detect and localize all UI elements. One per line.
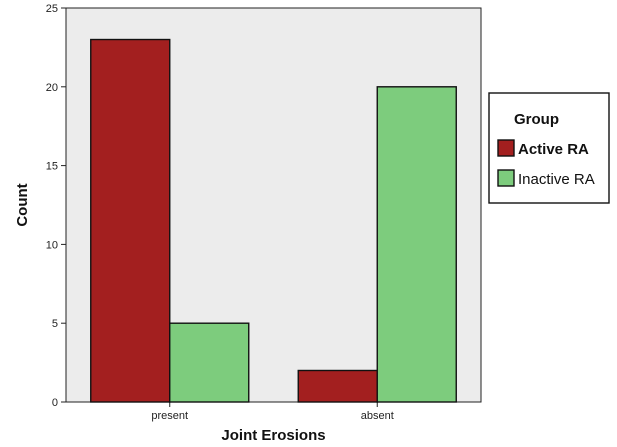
x-tick-label: absent xyxy=(361,410,394,422)
x-tick-label: present xyxy=(151,410,188,422)
y-tick-label: 20 xyxy=(46,82,58,94)
legend: Group Active RA Inactive RA xyxy=(488,92,610,204)
y-tick-label: 25 xyxy=(46,3,58,15)
legend-label-inactive-ra: Inactive RA xyxy=(518,171,595,188)
bar-inactive-ra-present xyxy=(169,322,250,403)
legend-swatch-active-ra xyxy=(497,139,515,157)
y-axis: 0 5 10 15 20 25 xyxy=(46,3,66,409)
y-tick-label: 15 xyxy=(46,161,58,173)
y-tick-label: 5 xyxy=(52,318,58,330)
x-axis-title: Joint Erosions xyxy=(221,427,325,444)
bars xyxy=(90,38,457,403)
bar-active-ra-present xyxy=(90,38,171,403)
bar-active-ra-absent xyxy=(297,369,378,403)
y-tick-label: 0 xyxy=(52,397,58,409)
bar-inactive-ra-absent xyxy=(376,86,457,403)
y-tick-label: 10 xyxy=(46,239,58,251)
x-axis: present absent xyxy=(151,402,394,422)
legend-title: Group xyxy=(514,111,559,128)
legend-label-active-ra: Active RA xyxy=(518,141,589,158)
y-axis-title: Count xyxy=(14,183,31,226)
legend-swatch-inactive-ra xyxy=(497,169,515,187)
